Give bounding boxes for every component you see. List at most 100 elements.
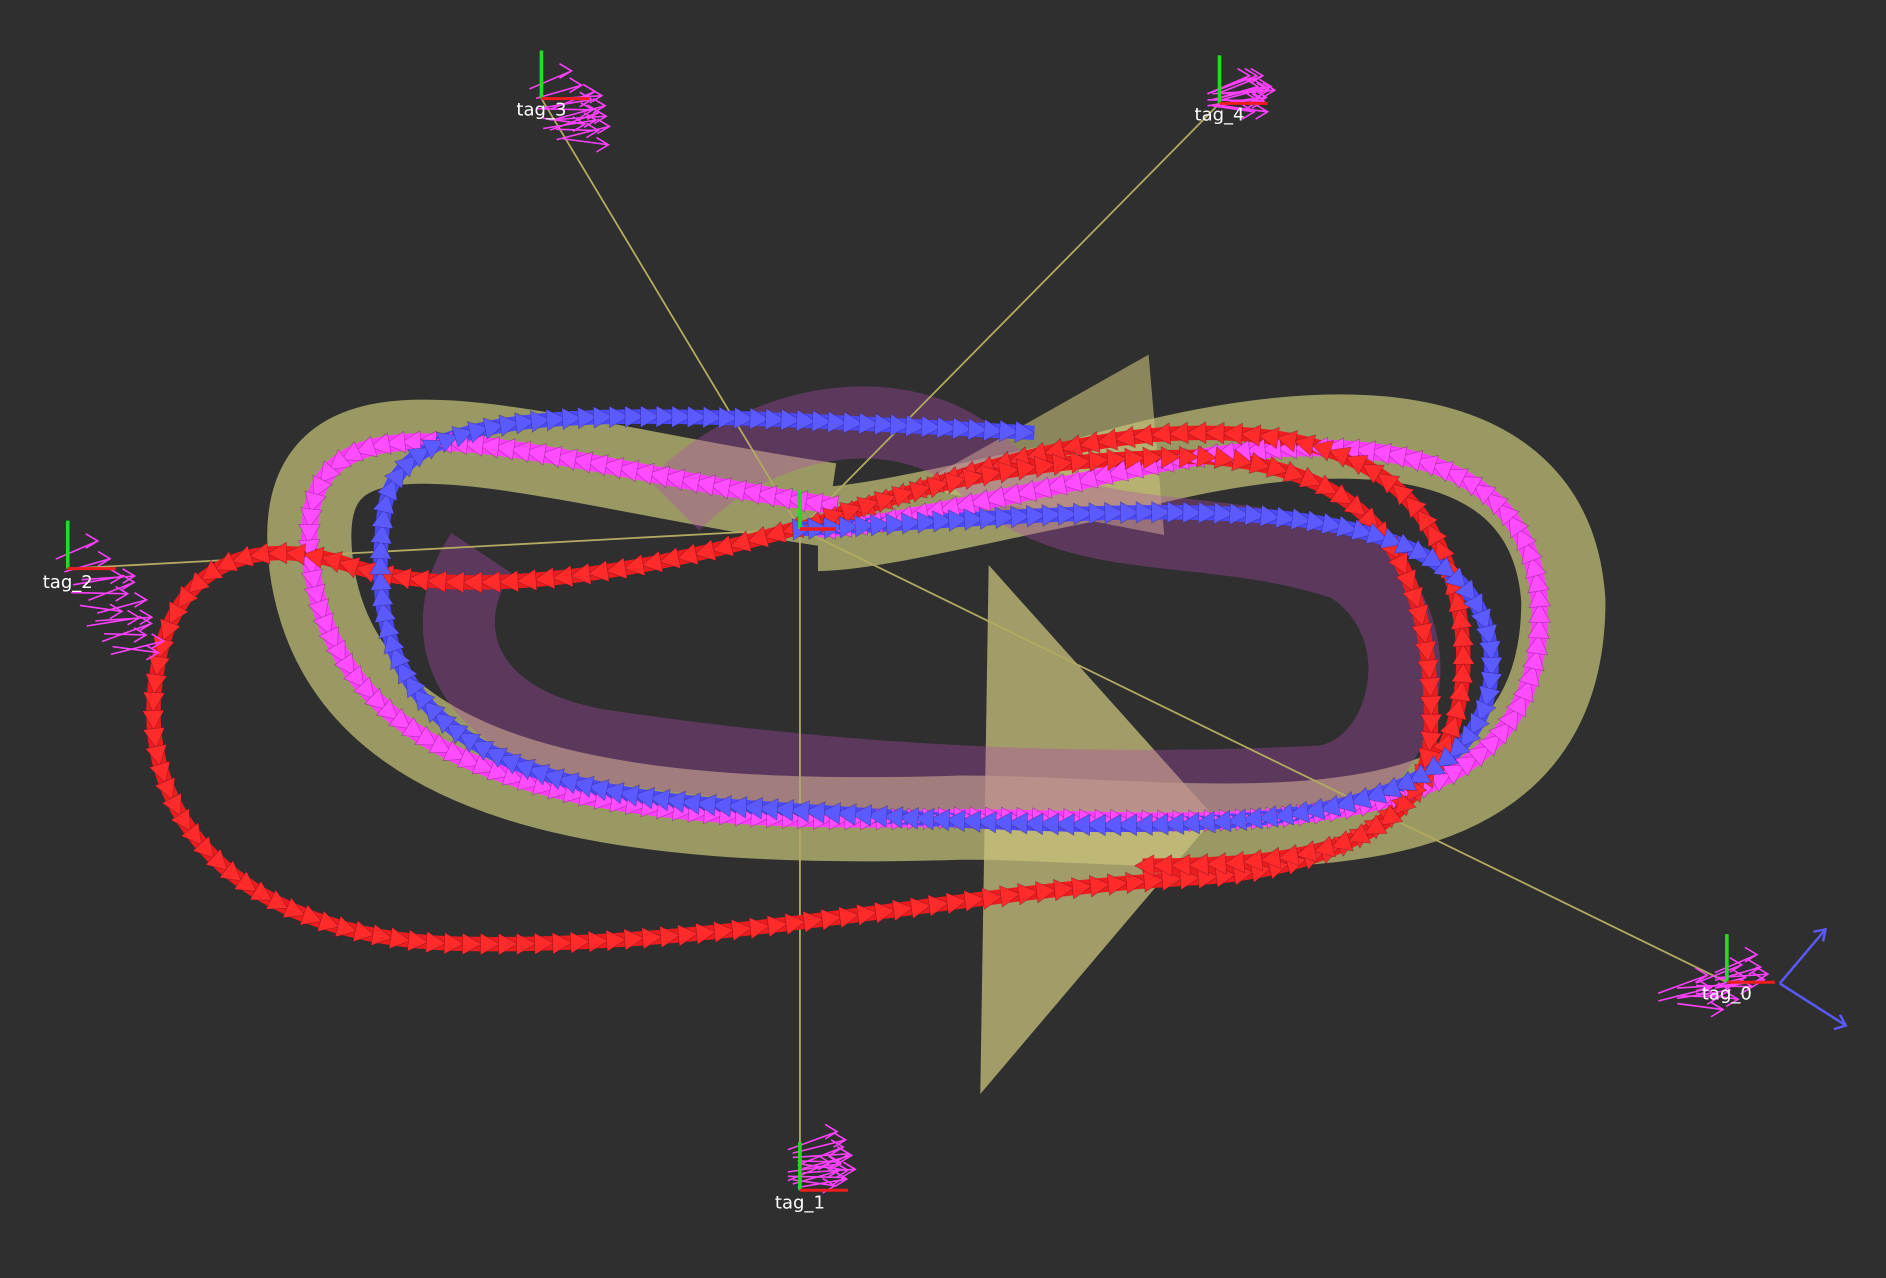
arrow-head	[678, 471, 701, 494]
arrow-head	[445, 722, 469, 745]
arrow-head	[1427, 524, 1448, 548]
arrow-head	[205, 848, 228, 871]
arrow-head	[1107, 873, 1129, 896]
arrow-head	[885, 513, 907, 536]
arrow-head	[869, 514, 891, 537]
arrow-head	[1240, 424, 1262, 447]
arrow-head	[333, 652, 355, 676]
arrow-head	[370, 923, 393, 946]
arrow-head	[780, 408, 802, 432]
arrow-head	[733, 406, 755, 430]
arrow-head	[525, 443, 547, 466]
arrow-head	[141, 709, 165, 731]
arrow-head	[1051, 453, 1074, 476]
arrow-head	[1364, 814, 1388, 835]
arrow-head	[1276, 430, 1298, 453]
arrow-head	[932, 510, 953, 533]
arrow-head	[838, 515, 860, 539]
tag-pose-arrow	[1212, 103, 1256, 120]
arrow-head	[694, 538, 717, 562]
arrow-head	[300, 568, 324, 591]
arrow-head	[998, 419, 1020, 443]
arrow-head	[1078, 430, 1101, 454]
arrow-head	[406, 447, 430, 468]
arrow-head	[983, 418, 1004, 442]
arrow-head	[1525, 633, 1548, 656]
arrow-head	[368, 554, 392, 575]
arrow-head	[371, 507, 394, 529]
arrow-head	[749, 407, 770, 430]
arrow-head	[1348, 822, 1372, 844]
arrow-head	[1206, 851, 1227, 875]
arrow-head	[1454, 578, 1476, 602]
arrow-head	[1319, 794, 1342, 817]
arrow-head	[426, 570, 447, 594]
arrow-head	[498, 932, 519, 956]
arrow-head	[1488, 721, 1510, 745]
arrow-head	[1434, 539, 1456, 563]
arrow-head	[533, 932, 555, 956]
link-line	[799, 528, 1728, 984]
arrow-head	[981, 887, 1003, 911]
arrow-head	[466, 421, 490, 444]
arrow-head	[605, 929, 627, 953]
arrow-head	[1257, 805, 1279, 828]
arrow-head	[856, 496, 879, 519]
arrow-head	[711, 534, 735, 557]
arrow-head	[1459, 476, 1484, 497]
arrow-head	[302, 546, 325, 569]
arrow-head	[388, 707, 411, 729]
arrow-head	[390, 567, 412, 590]
arrow-head	[889, 413, 911, 437]
arrow-head	[740, 482, 763, 505]
arrow-head	[804, 801, 826, 824]
arrow-head	[369, 432, 392, 455]
arrow-head	[1508, 515, 1530, 539]
arrow-head	[866, 805, 888, 828]
arrow-head	[1452, 644, 1475, 665]
arrow-head	[773, 799, 795, 822]
arrow-head	[659, 546, 682, 569]
arrow-head	[530, 410, 552, 433]
arrow-head	[709, 477, 732, 500]
arrow-head	[385, 430, 407, 454]
arrow-head	[1408, 763, 1432, 784]
arrow-head	[1393, 532, 1417, 554]
arrow-head	[1015, 479, 1038, 502]
arrow-head	[148, 654, 171, 677]
arrow-head	[1124, 447, 1146, 471]
arrow-head	[1518, 664, 1540, 688]
arrow-head	[755, 485, 778, 508]
tag-pose-arrow	[1221, 103, 1270, 120]
arrow-head	[1516, 528, 1537, 552]
arrow-head	[1186, 421, 1207, 445]
arrow-head	[1179, 811, 1200, 835]
arrow-head	[180, 822, 202, 846]
arrow-head	[364, 687, 387, 710]
arrow-head	[303, 583, 326, 606]
arrow-head	[1401, 586, 1424, 609]
arrow-head	[1293, 434, 1317, 457]
arrow-head	[1275, 505, 1297, 529]
arrow-head	[461, 932, 483, 956]
arrow-head	[1444, 698, 1467, 721]
arrow-head	[1478, 640, 1502, 662]
arrow-head	[802, 910, 824, 934]
arrow-head	[1151, 500, 1172, 524]
arrow-head	[414, 725, 438, 746]
arrow-head	[1419, 695, 1443, 717]
tag-pose-arrow	[549, 104, 601, 131]
arrow-head	[702, 405, 723, 429]
arrow-head	[1522, 649, 1545, 672]
arrow-head	[1505, 694, 1526, 718]
arrow-head	[1160, 446, 1182, 469]
arrow-head	[1023, 812, 1044, 836]
arrow-head	[1405, 496, 1428, 519]
arrow-head	[144, 743, 168, 766]
tag-pose-arrow	[787, 1169, 846, 1186]
arrow-head	[408, 569, 430, 592]
arrow-head	[1114, 425, 1136, 449]
tag-pose-arrow	[110, 633, 166, 656]
arrow-head	[1470, 712, 1491, 736]
